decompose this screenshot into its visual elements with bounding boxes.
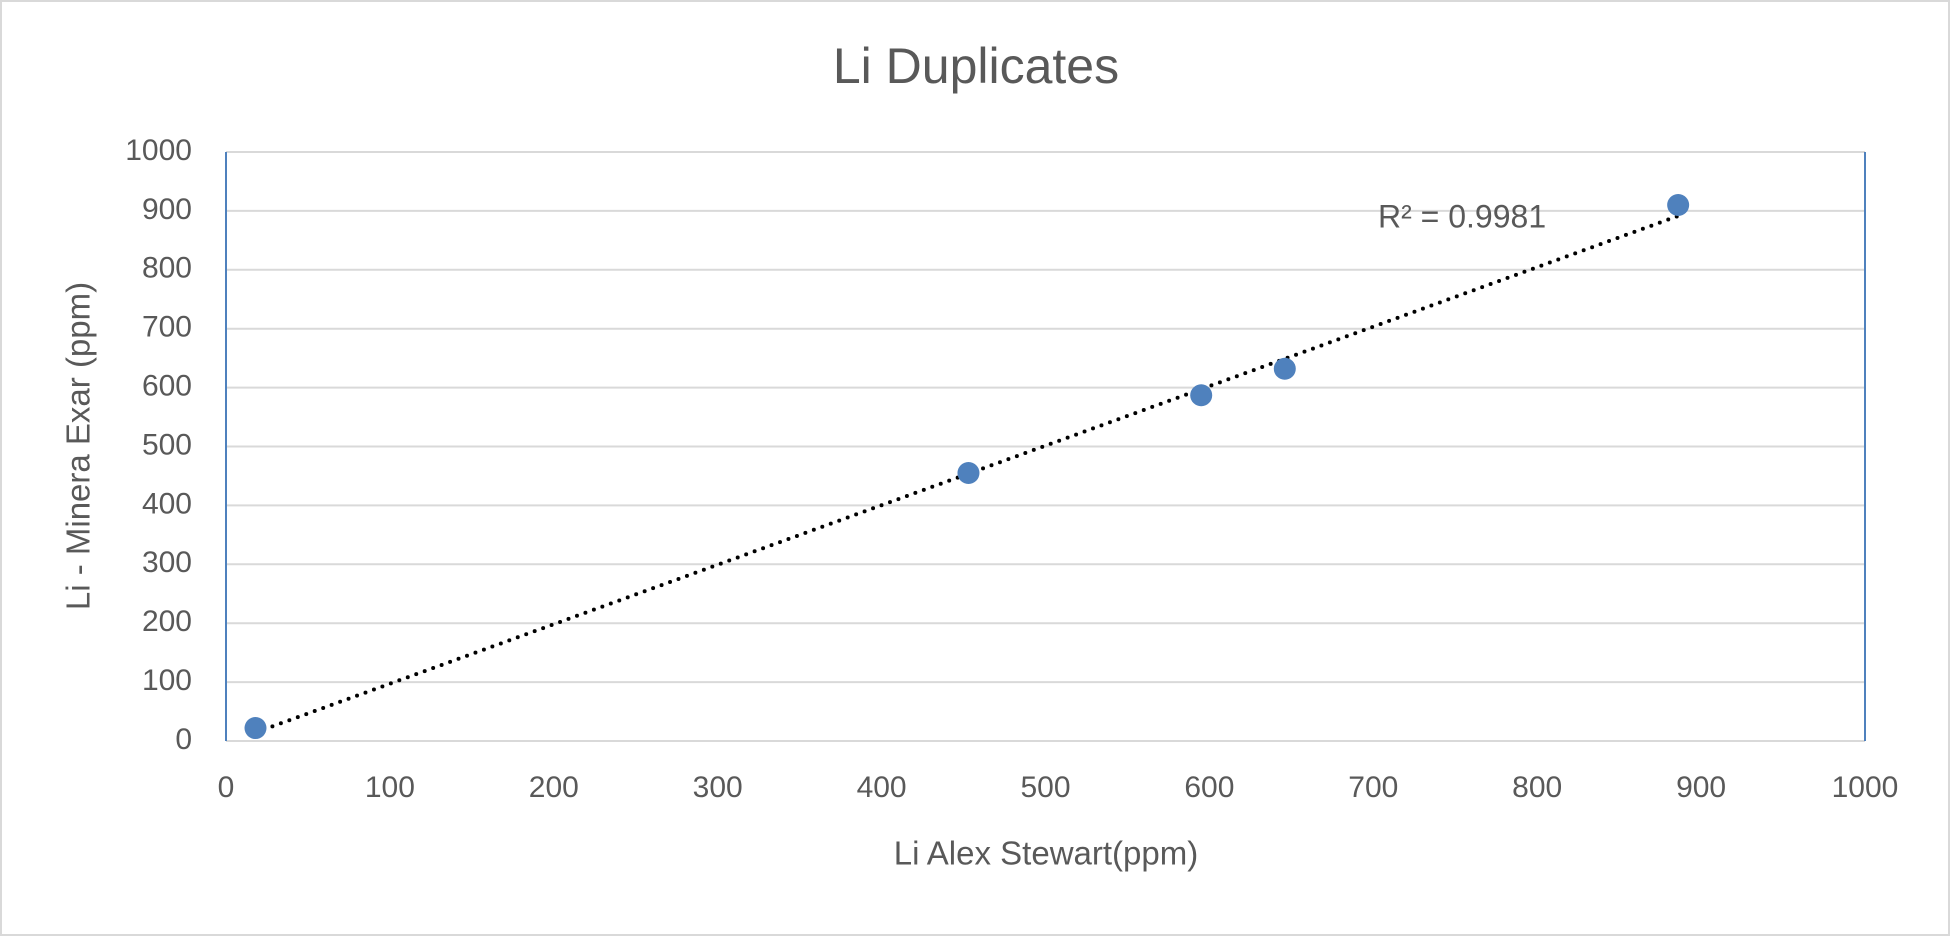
y-tick-label: 1000 bbox=[125, 134, 192, 167]
x-tick-label: 800 bbox=[1512, 771, 1562, 804]
data-point bbox=[1190, 384, 1213, 407]
x-tick-label: 200 bbox=[529, 771, 579, 804]
y-tick-label: 900 bbox=[142, 193, 192, 226]
data-point bbox=[244, 717, 267, 740]
y-tick-label: 400 bbox=[142, 487, 192, 520]
y-tick-label: 100 bbox=[142, 664, 192, 697]
data-point bbox=[1273, 357, 1296, 380]
x-tick-label: 0 bbox=[218, 771, 235, 804]
y-tick-label: 700 bbox=[142, 311, 192, 344]
x-tick-label: 1000 bbox=[1832, 771, 1899, 804]
chart-title: Li Duplicates bbox=[833, 38, 1119, 94]
y-tick-label: 500 bbox=[142, 428, 192, 461]
x-tick-label: 600 bbox=[1184, 771, 1234, 804]
x-tick-label: 700 bbox=[1348, 771, 1398, 804]
y-tick-label: 600 bbox=[142, 370, 192, 403]
y-axis-title: Li - Minera Exar (ppm) bbox=[60, 282, 97, 610]
data-point bbox=[957, 462, 980, 485]
x-tick-label: 500 bbox=[1020, 771, 1070, 804]
y-tick-label: 200 bbox=[142, 605, 192, 638]
x-tick-label: 400 bbox=[857, 771, 907, 804]
trendline-label: R² = 0.9981 bbox=[1378, 198, 1546, 234]
x-axis-title: Li Alex Stewart(ppm) bbox=[894, 835, 1198, 872]
data-point bbox=[1667, 194, 1690, 217]
x-tick-label: 300 bbox=[693, 771, 743, 804]
y-tick-label: 0 bbox=[175, 723, 192, 756]
x-tick-label: 100 bbox=[365, 771, 415, 804]
y-tick-label: 300 bbox=[142, 546, 192, 579]
y-tick-label: 800 bbox=[142, 252, 192, 285]
x-tick-label: 900 bbox=[1676, 771, 1726, 804]
